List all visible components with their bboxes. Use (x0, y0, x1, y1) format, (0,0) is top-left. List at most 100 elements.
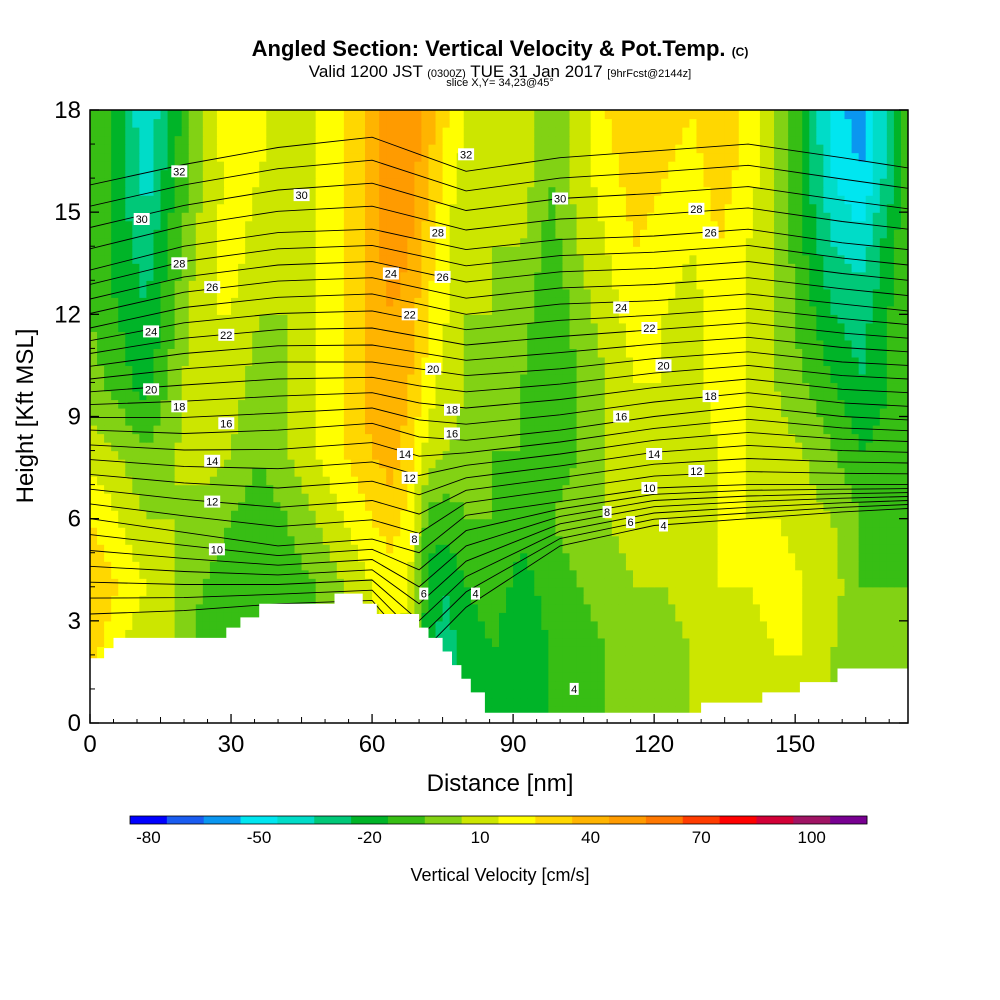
velocity-cell (491, 510, 500, 520)
velocity-cell (209, 527, 218, 537)
velocity-cell (527, 382, 535, 392)
velocity-cell (844, 416, 853, 426)
velocity-cell (527, 629, 535, 639)
velocity-cell (717, 365, 726, 375)
velocity-cell (752, 646, 761, 656)
velocity-cell (365, 501, 373, 511)
velocity-cell (555, 399, 564, 409)
velocity-cell (689, 612, 698, 622)
velocity-cell (449, 365, 458, 375)
velocity-cell (456, 578, 465, 588)
velocity-cell (245, 399, 253, 409)
velocity-cell (322, 416, 331, 426)
velocity-cell (266, 390, 274, 401)
velocity-cell (216, 620, 225, 630)
velocity-cell (724, 569, 733, 579)
velocity-cell (781, 416, 789, 426)
velocity-cell (661, 595, 669, 605)
velocity-cell (118, 527, 126, 537)
velocity-cell (858, 510, 867, 520)
velocity-cell (675, 493, 683, 503)
velocity-cell (513, 459, 521, 469)
velocity-cell (682, 373, 690, 384)
velocity-cell (301, 561, 310, 571)
velocity-cell (280, 356, 289, 367)
velocity-cell (209, 356, 218, 367)
velocity-cell (336, 493, 345, 503)
velocity-cell (167, 373, 176, 384)
velocity-cell (590, 595, 599, 605)
velocity-cell (689, 535, 698, 545)
velocity-cell (865, 569, 874, 579)
velocity-cell (611, 459, 620, 469)
velocity-cell (491, 578, 500, 588)
velocity-cell (336, 356, 345, 367)
velocity-cell (484, 535, 493, 545)
velocity-cell (499, 561, 507, 571)
velocity-cell (717, 407, 726, 418)
velocity-cell (731, 459, 740, 469)
velocity-cell (858, 637, 867, 647)
velocity-cell (463, 484, 472, 494)
velocity-cell (153, 552, 162, 562)
velocity-cell (386, 416, 394, 426)
velocity-cell (315, 484, 324, 494)
velocity-cell (774, 680, 782, 690)
velocity-cell (576, 527, 585, 537)
velocity-cell (449, 629, 458, 639)
velocity-cell (238, 518, 246, 528)
velocity-cell (477, 425, 486, 435)
velocity-cell (830, 365, 839, 375)
velocity-cell (393, 544, 401, 554)
velocity-cell (470, 671, 479, 682)
velocity-cell (900, 433, 908, 443)
velocity-cell (357, 586, 366, 596)
velocity-cell (809, 416, 817, 426)
velocity-cell (682, 493, 690, 503)
velocity-cell (428, 561, 437, 571)
velocity-cell (576, 382, 585, 392)
velocity-cell (160, 425, 169, 435)
velocity-cell (583, 407, 592, 418)
velocity-cell (308, 416, 317, 426)
velocity-cell (259, 365, 267, 375)
velocity-cell (830, 595, 839, 605)
velocity-cell (223, 620, 232, 630)
velocity-cell (611, 612, 620, 622)
velocity-cell (858, 442, 867, 452)
velocity-cell (788, 629, 796, 639)
velocity-cell (682, 365, 690, 375)
velocity-cell (160, 467, 169, 477)
velocity-cell (830, 569, 839, 579)
velocity-cell (745, 620, 754, 630)
velocity-cell (97, 646, 105, 656)
velocity-cell (414, 459, 423, 469)
velocity-cell (520, 493, 528, 503)
velocity-cell (315, 450, 324, 460)
velocity-cell (675, 535, 683, 545)
velocity-cell (470, 518, 479, 528)
velocity-cell (731, 603, 740, 613)
velocity-cell (301, 518, 310, 528)
velocity-cell (576, 390, 585, 401)
velocity-cell (463, 390, 472, 401)
velocity-cell (216, 433, 225, 443)
velocity-cell (315, 407, 324, 418)
velocity-cell (520, 407, 528, 418)
velocity-cell (463, 561, 472, 571)
velocity-cell (520, 603, 528, 613)
velocity-cell (661, 612, 669, 622)
velocity-cell (506, 510, 514, 520)
velocity-cell (562, 476, 571, 486)
velocity-cell (823, 416, 832, 426)
velocity-cell (823, 476, 832, 486)
velocity-cell (766, 569, 775, 579)
velocity-cell (675, 612, 683, 622)
velocity-cell (844, 535, 853, 545)
velocity-cell (111, 518, 119, 528)
velocity-cell (795, 586, 803, 596)
velocity-cell (470, 569, 479, 579)
velocity-cell (752, 561, 761, 571)
velocity-cell (188, 501, 197, 511)
velocity-cell (569, 637, 578, 647)
